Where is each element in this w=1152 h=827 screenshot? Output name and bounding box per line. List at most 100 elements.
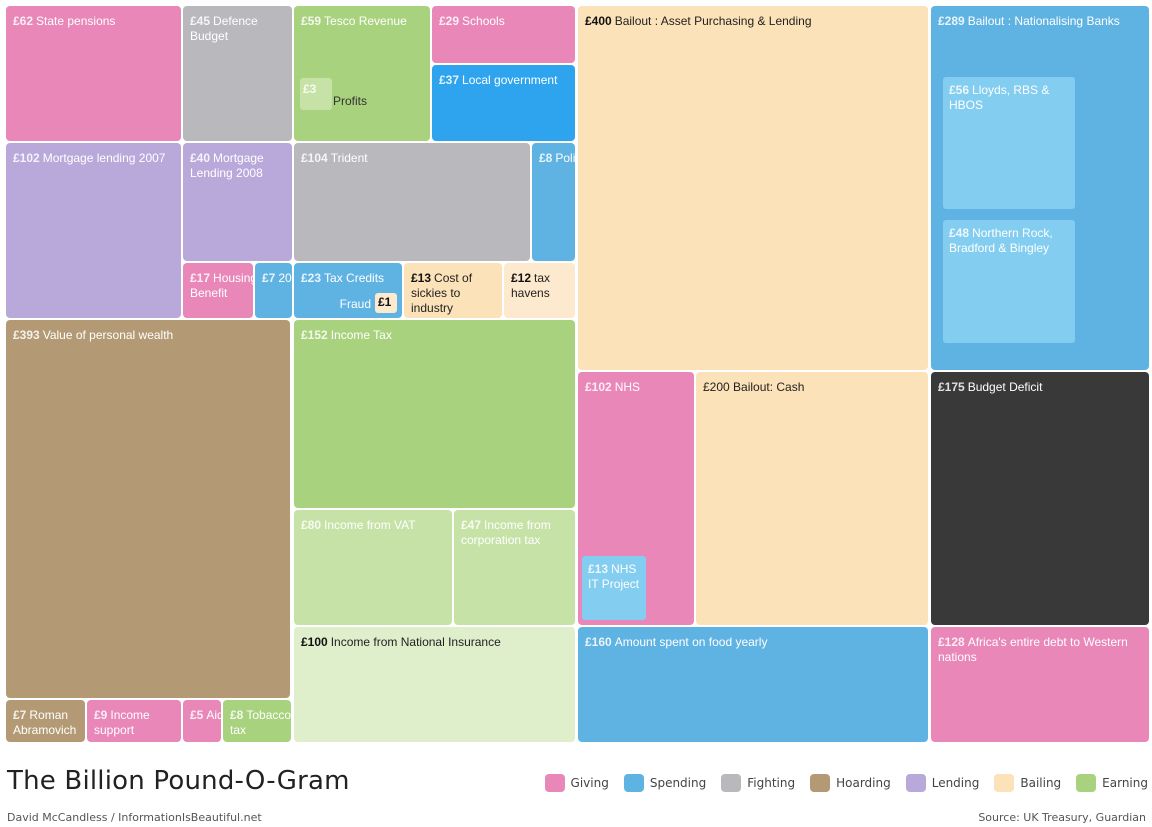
tile-label: Income from VAT bbox=[324, 518, 416, 532]
treemap-tile: £3 Profits bbox=[300, 78, 367, 110]
legend-label: Fighting bbox=[747, 776, 796, 790]
tile-label: Housing Benefit bbox=[190, 271, 253, 300]
treemap-tile: £80 Income from VAT bbox=[294, 510, 452, 625]
tile-amount: £7 bbox=[262, 271, 276, 285]
legend-label: Spending bbox=[649, 776, 707, 790]
tile-amount: £45 bbox=[190, 14, 211, 28]
legend-label: Hoarding bbox=[836, 776, 891, 790]
tile-amount: £29 bbox=[439, 14, 460, 28]
tile-amount: £13 bbox=[588, 562, 609, 576]
tile-label: Income from corporation tax bbox=[461, 518, 551, 547]
legend-swatch bbox=[905, 774, 926, 792]
tile-label: NHS bbox=[614, 380, 641, 394]
tile-amount: £56 bbox=[949, 83, 970, 97]
tile-amount: £102 bbox=[13, 151, 40, 165]
treemap-tile: £37 Local government bbox=[432, 65, 575, 141]
tile-amount: £12 bbox=[511, 271, 532, 285]
tile-label: Profits bbox=[333, 94, 368, 108]
treemap-tile: £100 Income from National Insurance bbox=[294, 627, 575, 742]
tile-amount: £17 bbox=[190, 271, 211, 285]
tile-label: Trident bbox=[330, 151, 368, 165]
tile-label: Amount spent on food yearly bbox=[614, 635, 768, 649]
treemap-tile: £12 tax havens bbox=[504, 263, 575, 318]
treemap-tile: £13 NHS IT Project bbox=[582, 556, 646, 620]
tile-label: Income from National Insurance bbox=[330, 635, 501, 649]
legend-item-lending: Lending bbox=[905, 774, 979, 792]
tile-amount: £160 bbox=[585, 635, 612, 649]
legend-swatch bbox=[994, 774, 1015, 792]
treemap-tile: £47 Income from corporation tax bbox=[454, 510, 575, 625]
tile-label: Roman Abramovich bbox=[13, 708, 77, 737]
legend-label: Bailing bbox=[1020, 776, 1062, 790]
treemap-tile: £56 Lloyds, RBS & HBOS bbox=[943, 77, 1075, 209]
tile-amount: £393 bbox=[13, 328, 40, 342]
tile-amount: £37 bbox=[439, 73, 460, 87]
tile-amount: £62 bbox=[13, 14, 34, 28]
tile-amount: £400 bbox=[585, 14, 612, 28]
tile-amount: £48 bbox=[949, 226, 970, 240]
legend-item-giving: Giving bbox=[544, 774, 609, 792]
legend-swatch bbox=[721, 774, 742, 792]
tile-label: Defence Budget bbox=[190, 14, 258, 43]
chart-title: The Billion Pound-O-Gram bbox=[7, 766, 350, 796]
legend-item-spending: Spending bbox=[623, 774, 707, 792]
treemap-tile: £400 Bailout : Asset Purchasing & Lending bbox=[578, 6, 928, 370]
legend-swatch bbox=[544, 774, 565, 792]
legend-swatch bbox=[810, 774, 831, 792]
tile-amount: £152 bbox=[301, 328, 328, 342]
tile-amount: £80 bbox=[301, 518, 322, 532]
tile-amount: £7 bbox=[13, 708, 27, 722]
legend-item-earning: Earning bbox=[1076, 774, 1148, 792]
tile-label: Schools bbox=[462, 14, 505, 28]
tile-label: Income Tax bbox=[330, 328, 392, 342]
tile-label: Africa's entire debt to Western nations bbox=[938, 635, 1128, 664]
treemap-tile: £393 Value of personal wealth bbox=[6, 320, 290, 698]
tile-label: Mortgage lending 2007 bbox=[42, 151, 166, 165]
tile-label: Bailout : Asset Purchasing & Lending bbox=[614, 14, 812, 28]
source-text: Source: UK Treasury, Guardian bbox=[978, 811, 1146, 824]
tile-amount: £128 bbox=[938, 635, 965, 649]
legend-item-fighting: Fighting bbox=[721, 774, 795, 792]
credit-text: David McCandless / InformationIsBeautifu… bbox=[7, 811, 262, 824]
tile-label: 2012 bbox=[278, 271, 292, 285]
tile-amount: £3 bbox=[303, 82, 317, 96]
treemap-tile: £5 Aid bbox=[183, 700, 221, 742]
tile-amount: £102 bbox=[585, 380, 612, 394]
tile-label: Lloyds, RBS & HBOS bbox=[949, 83, 1050, 112]
tile-label: Northern Rock, Bradford & Bingley bbox=[949, 226, 1053, 255]
tile-label: Local government bbox=[462, 73, 558, 87]
tile-amount: £1 bbox=[378, 295, 392, 309]
legend-swatch bbox=[623, 774, 644, 792]
tile-label: Fraud bbox=[339, 297, 371, 311]
treemap-tile: £160 Amount spent on food yearly bbox=[578, 627, 928, 742]
treemap-tile: £8 Tobacco tax bbox=[223, 700, 291, 742]
tile-amount: £13 bbox=[411, 271, 432, 285]
tile-label: £200 Bailout: Cash bbox=[703, 380, 805, 394]
tile-label: NHS IT Project bbox=[588, 562, 640, 591]
treemap-tile: £128 Africa's entire debt to Western nati… bbox=[931, 627, 1149, 742]
treemap-tile: £152 Income Tax bbox=[294, 320, 575, 508]
legend-label: Earning bbox=[1102, 776, 1148, 790]
tile-label: Police bbox=[555, 151, 575, 165]
tile-amount: £104 bbox=[301, 151, 328, 165]
tile-amount: £9 bbox=[94, 708, 108, 722]
tile-amount: £175 bbox=[938, 380, 965, 394]
tile-amount: £8 bbox=[539, 151, 553, 165]
treemap-tile: £59 Tesco Revenue bbox=[294, 6, 430, 141]
tile-amount: £47 bbox=[461, 518, 482, 532]
tile-label: Value of personal wealth bbox=[42, 328, 174, 342]
tile-label: Bailout : Nationalising Banks bbox=[967, 14, 1120, 28]
treemap-tile: £48 Northern Rock, Bradford & Bingley bbox=[943, 220, 1075, 343]
treemap-tile: £104 Trident bbox=[294, 143, 530, 261]
treemap-tile: £200 Bailout: Cash bbox=[696, 372, 928, 625]
tile-amount: £100 bbox=[301, 635, 328, 649]
tile-label: State pensions bbox=[36, 14, 116, 28]
treemap: £62 State pensions £45 Defence Budget £59 Tes… bbox=[6, 6, 1149, 742]
treemap-tile: £40 Mortgage Lending 2008 bbox=[183, 143, 292, 261]
tile-label: Tesco Revenue bbox=[324, 14, 407, 28]
tile-amount: £23 bbox=[301, 271, 322, 285]
treemap-tile: £29 Schools bbox=[432, 6, 575, 63]
tile-label: Budget Deficit bbox=[967, 380, 1043, 394]
tile-amount: £8 bbox=[230, 708, 244, 722]
